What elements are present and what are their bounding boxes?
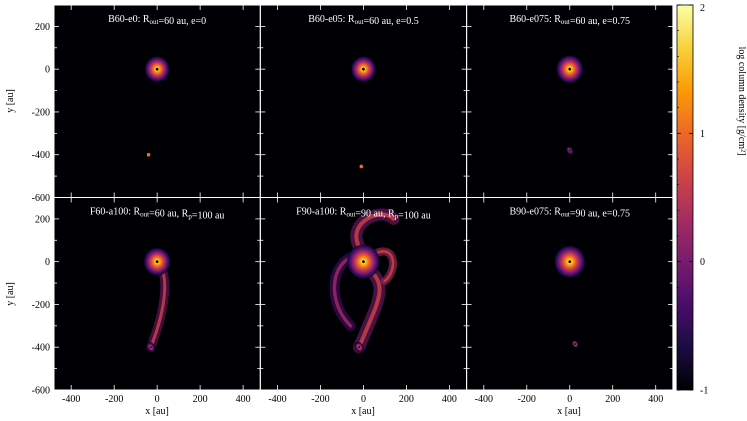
y-tick-label: -400 — [32, 150, 50, 161]
panel-title: B60-e0: Rout=60 au, e=0 — [108, 14, 206, 27]
y-tick-label: -200 — [32, 300, 50, 311]
panels-group — [143, 54, 586, 354]
panel-titles: B60-e0: Rout=60 au, e=0 B60-e05: Rout=60 … — [90, 14, 630, 222]
panel-title: B60-e075: Rout=60 au, e=0.75 — [510, 14, 631, 27]
y-tick-label: 200 — [35, 22, 50, 33]
panel-F60-a100 — [143, 247, 172, 353]
panel-title: B60-e05: Rout=60 au, e=0.5 — [308, 14, 419, 27]
primary-star — [155, 260, 159, 264]
colorbar-tick-label: 2 — [700, 3, 705, 14]
companion — [359, 164, 364, 169]
panel-B60-e05 — [350, 55, 377, 169]
x-tick-label: -200 — [105, 394, 123, 405]
x-tick-label: 0 — [155, 394, 160, 405]
primary-star — [362, 67, 365, 71]
x-tick-label: 200 — [399, 394, 414, 405]
x-tick-label: -200 — [518, 394, 536, 405]
x-tick-label: 0 — [361, 394, 366, 405]
x-tick-label: 400 — [648, 394, 663, 405]
primary-star — [362, 260, 365, 264]
x-axis-label-right: x [au] — [557, 406, 581, 417]
y-tick-label: -600 — [32, 193, 50, 204]
companion-star — [149, 346, 152, 349]
companion-star — [574, 343, 577, 346]
x-tick-label: -400 — [268, 394, 286, 405]
colorbar-tick-label: 1 — [700, 129, 705, 140]
panel-title: F90-a100: Rout=90 au, Rp=100 au — [296, 207, 431, 222]
spiral-arm-core — [354, 212, 396, 249]
y-tick-label: 0 — [45, 257, 50, 268]
x-tick-label: 200 — [605, 394, 620, 405]
colorbar-ticks: -1 0 1 2 — [677, 3, 708, 397]
x-tick-label: -400 — [475, 394, 493, 405]
y-tick-label: -600 — [32, 386, 50, 397]
panel-title: B90-e075: Rout=90 au, e=0.75 — [510, 207, 631, 220]
x-tick-label: -200 — [311, 394, 329, 405]
y-tick-label: -400 — [32, 343, 50, 354]
spiral-arm-core — [332, 255, 353, 328]
spiral-arm-core — [357, 268, 382, 350]
x-tick-label: -400 — [62, 394, 80, 405]
y-axis-label-top: y [au] — [5, 89, 16, 113]
colorbar-gradient — [676, 4, 694, 391]
axis-ticks: -400 -200 0 200 -600 -600 -400 -200 0 200 -400 -200… — [32, 4, 673, 405]
panel-B60-e075 — [555, 54, 584, 155]
x-tick-label: 200 — [193, 394, 208, 405]
primary-star — [568, 67, 572, 71]
companion — [146, 152, 151, 157]
x-tick-label: 400 — [236, 394, 251, 405]
x-axis-label-middle: x [au] — [351, 406, 375, 417]
panel-B60-e0 — [144, 55, 171, 157]
x-tick-label: 0 — [567, 394, 572, 405]
y-tick-label: -200 — [32, 107, 50, 118]
colorbar-tick-label: -1 — [700, 386, 708, 397]
y-tick-label: 200 — [35, 214, 50, 225]
panel-B90-e075 — [553, 244, 586, 349]
spiral-arm-core — [375, 250, 395, 283]
y-axis-label-bottom: y [au] — [5, 282, 16, 306]
colorbar-tick-label: 0 — [700, 257, 705, 268]
companion-star — [568, 149, 571, 152]
panel-title: F60-a100: Rout=60 au, Rp=100 au — [90, 207, 225, 222]
x-axis-label-left: x [au] — [145, 406, 169, 417]
primary-star — [155, 67, 159, 71]
panel-F90-a100 — [329, 208, 400, 354]
colorbar-label: log column density [g/cm²] — [736, 47, 747, 156]
primary-star — [568, 260, 572, 264]
x-tick-label: 400 — [442, 394, 457, 405]
colorbar: -1 0 1 2 log column density [g/cm²] — [676, 3, 747, 397]
companion-star — [358, 346, 361, 349]
y-tick-label: 0 — [45, 65, 50, 76]
